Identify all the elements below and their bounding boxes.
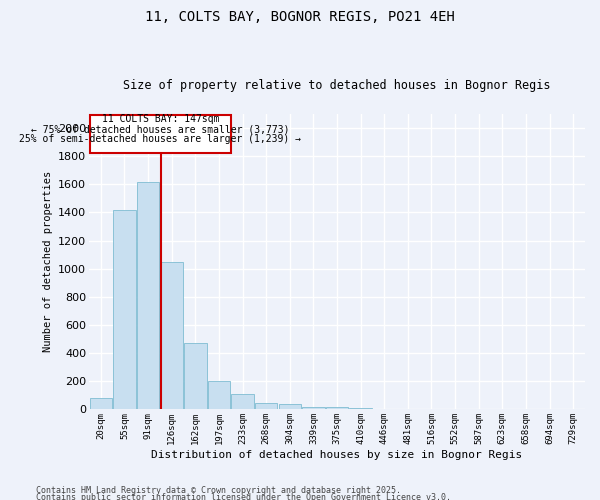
- Bar: [160, 262, 183, 410]
- Text: ← 75% of detached houses are smaller (3,773): ← 75% of detached houses are smaller (3,…: [31, 124, 290, 134]
- Bar: [278, 404, 301, 409]
- Title: Size of property relative to detached houses in Bognor Regis: Size of property relative to detached ho…: [123, 79, 551, 92]
- Bar: [113, 210, 136, 410]
- Y-axis label: Number of detached properties: Number of detached properties: [43, 171, 53, 352]
- X-axis label: Distribution of detached houses by size in Bognor Regis: Distribution of detached houses by size …: [151, 450, 523, 460]
- Text: Contains HM Land Registry data © Crown copyright and database right 2025.: Contains HM Land Registry data © Crown c…: [36, 486, 401, 495]
- Bar: [208, 380, 230, 410]
- Bar: [90, 116, 231, 154]
- Text: 25% of semi-detached houses are larger (1,239) →: 25% of semi-detached houses are larger (…: [19, 134, 301, 144]
- Text: 11 COLTS BAY: 147sqm: 11 COLTS BAY: 147sqm: [102, 114, 219, 124]
- Bar: [137, 182, 159, 410]
- Bar: [232, 394, 254, 409]
- Bar: [302, 407, 325, 410]
- Bar: [255, 403, 277, 409]
- Bar: [89, 398, 112, 409]
- Bar: [184, 344, 206, 409]
- Text: 11, COLTS BAY, BOGNOR REGIS, PO21 4EH: 11, COLTS BAY, BOGNOR REGIS, PO21 4EH: [145, 10, 455, 24]
- Text: Contains public sector information licensed under the Open Government Licence v3: Contains public sector information licen…: [36, 494, 451, 500]
- Bar: [349, 408, 372, 410]
- Bar: [326, 408, 348, 410]
